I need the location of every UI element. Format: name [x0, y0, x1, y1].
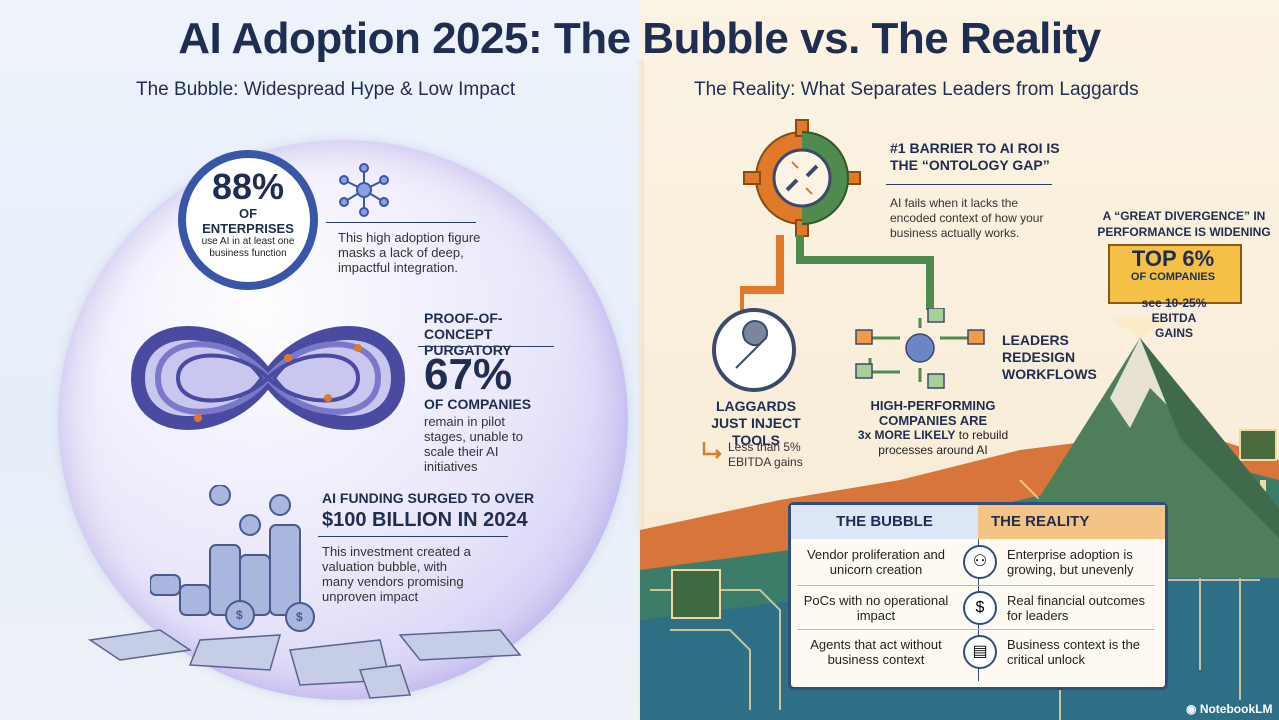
col-header-reality: THE REALITY — [991, 513, 1090, 530]
poc-note: remain in pilot stages, unable to scale … — [424, 414, 524, 474]
funding-title: AI FUNDING SURGED TO OVER — [322, 490, 535, 506]
dollar-icon: $ — [963, 591, 997, 625]
brand-label: NotebookLM — [1199, 702, 1273, 716]
funding-note: This investment created a valuation bubb… — [322, 544, 471, 604]
laggards-note: Less than 5% EBITDA gains — [728, 440, 803, 469]
divergence-title: A “GREAT DIVERGENCE” IN PERFORMANCE IS W… — [1097, 209, 1271, 239]
table-row-reality: Business context is the critical unlock — [1007, 637, 1140, 667]
brand-watermark: ◉ NotebookLM — [1186, 702, 1272, 716]
top6-banner — [1108, 244, 1242, 304]
top6-label: OF COMPANIES — [1130, 271, 1216, 283]
infinity-maze-illustration — [130, 326, 406, 430]
stat1-rule — [326, 222, 476, 223]
table-row-bubble: Vendor proliferation and unicorn creatio… — [806, 547, 946, 577]
top6-gain: see 10-25% EBITDA GAINS — [1141, 296, 1207, 340]
coin-stacks-illustration: $ $ — [150, 485, 315, 632]
table-row-bubble: Agents that act without business context — [810, 637, 942, 667]
col-header-bubble: THE BUBBLE — [836, 513, 933, 530]
high-note: to rebuild processes around AI — [878, 428, 1009, 457]
bubble-heading: The Bubble: Widespread Hype & Low Impact — [136, 79, 516, 100]
barrier-title: #1 BARRIER TO AI ROI IS THE “ONTOLOGY GA… — [890, 140, 1060, 173]
wrench-icon — [712, 308, 796, 392]
top6-value: TOP 6% — [1131, 246, 1215, 271]
poc-label: OF COMPANIES — [424, 396, 532, 412]
panel-divider — [636, 60, 644, 720]
high-title: HIGH-PERFORMING COMPANIES ARE — [870, 398, 996, 428]
barrier-rule — [886, 184, 1052, 185]
poc-percent: 67% — [424, 350, 513, 399]
people-icon: ⚇ — [963, 545, 997, 579]
adoption-label: OF ENTERPRISES — [202, 206, 294, 236]
laggards-title: LAGGARDS JUST INJECT TOOLS — [711, 398, 801, 448]
flow-connectors — [740, 235, 934, 310]
network-icon — [339, 163, 389, 217]
stat3-rule — [318, 536, 508, 537]
funding-value: $100 BILLION IN 2024 — [322, 509, 528, 531]
comparison-table: THE BUBBLE THE REALITY Vendor proliferat… — [788, 502, 1168, 690]
adoption-percent: 88% — [211, 166, 285, 207]
table-row-reality: Real financial outcomes for leaders — [1007, 593, 1146, 623]
adoption-sub: use AI in at least one business function — [201, 236, 295, 259]
broken-ground-illustration — [87, 629, 522, 699]
adoption-note: This high adoption figure masks a lack o… — [338, 230, 481, 275]
high-emph: 3x MORE LIKELY — [857, 428, 956, 442]
arrow-icon — [702, 442, 722, 459]
adoption-ring — [178, 150, 318, 290]
leaders-title: LEADERS REDESIGN WORKFLOWS — [1002, 332, 1097, 382]
stat2-rule — [418, 346, 554, 347]
chart-icon: ▤ — [963, 635, 997, 669]
reality-heading: The Reality: What Separates Leaders from… — [694, 79, 1139, 100]
workflow-diagram-icon — [855, 308, 985, 389]
broken-chain-gear-icon — [743, 119, 861, 237]
table-row-bubble: PoCs with no operational impact — [803, 593, 949, 623]
svg-text:$: $ — [296, 610, 303, 624]
barrier-note: AI fails when it lacks the encoded conte… — [890, 196, 1044, 240]
svg-text:$: $ — [236, 608, 243, 622]
table-row-reality: Enterprise adoption is growing, but unev… — [1007, 547, 1134, 577]
notebooklm-icon: ◉ — [1186, 702, 1200, 716]
page-title: AI Adoption 2025: The Bubble vs. The Rea… — [178, 14, 1101, 63]
